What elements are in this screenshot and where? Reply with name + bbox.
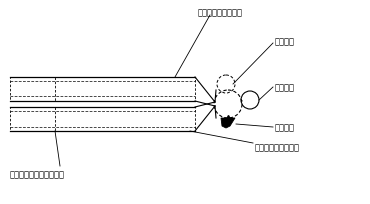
Text: フレキシブル液晶表示板: フレキシブル液晶表示板 xyxy=(10,170,65,179)
Text: 液晶表示板設置部材: 液晶表示板設置部材 xyxy=(255,143,300,152)
Text: 連結手段: 連結手段 xyxy=(275,83,295,92)
Polygon shape xyxy=(221,118,235,128)
Text: 液晶表示板設置部材: 液晶表示板設置部材 xyxy=(198,8,242,17)
Text: 逃げ溝部: 逃げ溝部 xyxy=(275,123,295,132)
Bar xyxy=(10,78,195,102)
Text: 折り曲部: 折り曲部 xyxy=(275,37,295,46)
Bar xyxy=(10,108,195,131)
